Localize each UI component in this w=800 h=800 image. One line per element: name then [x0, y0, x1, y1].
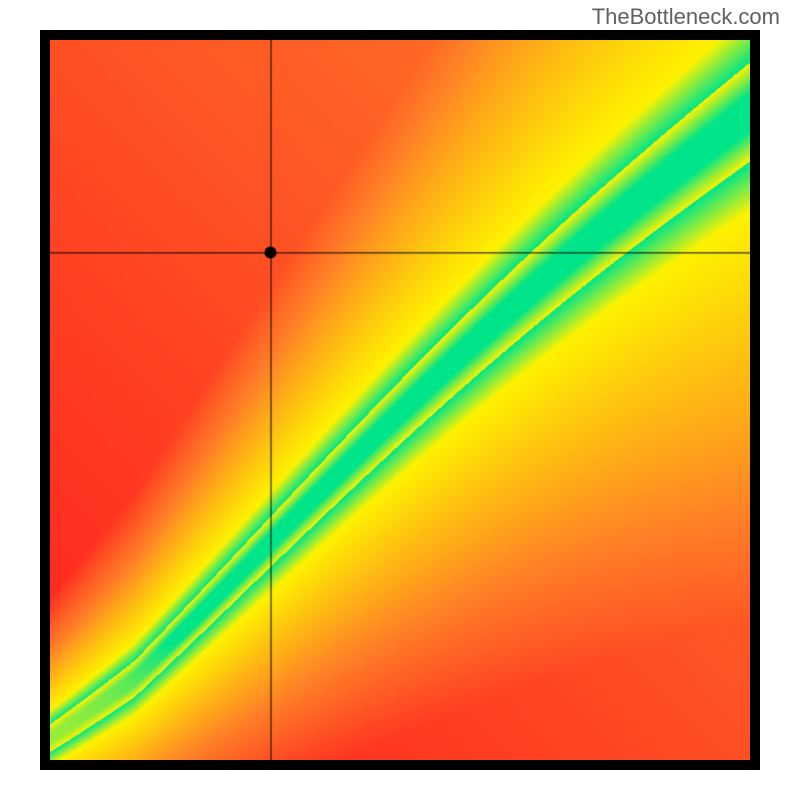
chart-container: TheBottleneck.com — [0, 0, 800, 800]
plot-frame — [40, 30, 760, 770]
heatmap-canvas — [50, 40, 750, 760]
watermark-text: TheBottleneck.com — [592, 4, 780, 30]
